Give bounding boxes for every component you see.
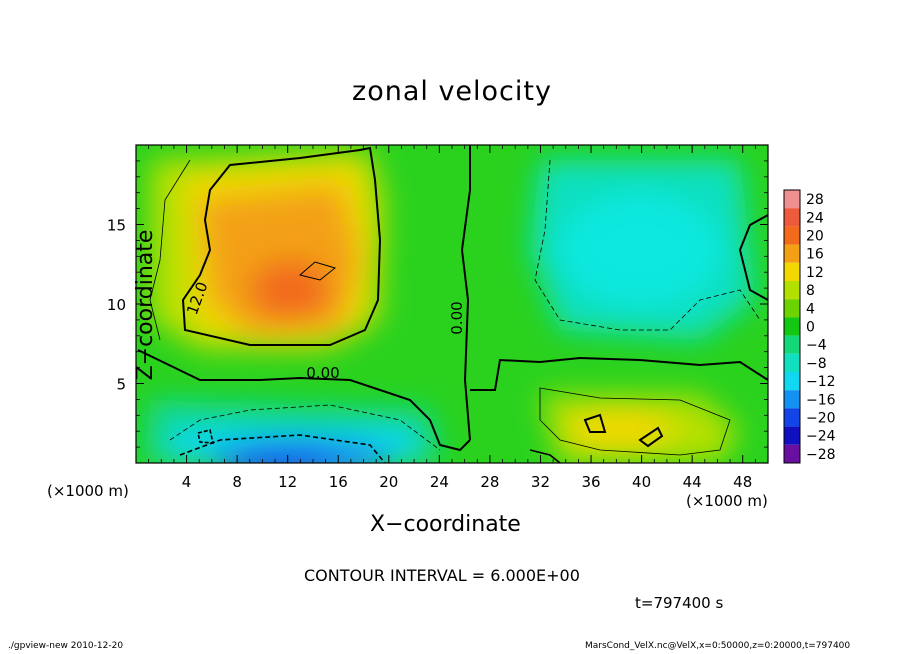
time-text: t=797400 s <box>635 594 724 612</box>
colorbar: 28 24 20 16 12 8 4 0 −4 −8 −12 −16 −20 −24 −28 <box>783 189 836 464</box>
footer-right: MarsCond_VelX.nc@VelX,x=0:50000,z=0:2000… <box>585 641 851 651</box>
y-axis-ticks: 5 10 15 <box>107 160 768 448</box>
y-tick-label: 5 <box>116 376 126 394</box>
x-tick-label: 40 <box>632 473 651 491</box>
colorbar-swatch <box>784 317 800 336</box>
x-tick-label: 16 <box>329 473 348 491</box>
y-axis-label: Z−coordinate <box>132 229 158 381</box>
x-tick-label: 44 <box>683 473 702 491</box>
colorbar-label: 0 <box>806 320 815 336</box>
colorbar-label: −28 <box>806 447 836 463</box>
x-tick-label: 4 <box>182 473 192 491</box>
colorbar-swatch <box>784 353 800 372</box>
colorbar-swatch <box>784 262 800 281</box>
colorbar-swatch <box>784 444 800 463</box>
colorbar-swatch <box>784 208 800 227</box>
x-axis-label: X−coordinate <box>370 512 521 537</box>
x-tick-label: 32 <box>531 473 550 491</box>
colorbar-swatch <box>784 190 800 209</box>
x-axis-ticks: 4 8 12 16 20 24 28 32 36 40 44 48 <box>148 145 756 491</box>
colorbar-label: 8 <box>806 283 815 299</box>
colorbar-label: −8 <box>806 356 827 372</box>
colorbar-frame <box>783 189 801 464</box>
colorbar-label: −16 <box>806 392 836 408</box>
colorbar-label: −4 <box>806 338 827 354</box>
x-tick-label: 12 <box>278 473 297 491</box>
x-unit-left: (×1000 m) <box>47 482 129 500</box>
colorbar-label: 20 <box>806 229 824 245</box>
contour-interval-text: CONTOUR INTERVAL = 6.000E+00 <box>304 566 580 585</box>
y-tick-label: 15 <box>107 217 126 235</box>
x-tick-label: 36 <box>581 473 600 491</box>
x-tick-label: 24 <box>430 473 449 491</box>
colorbar-label: 24 <box>806 210 824 226</box>
colorbar-swatch <box>784 390 800 409</box>
colorbar-swatch <box>784 335 800 354</box>
x-tick-label: 48 <box>733 473 752 491</box>
contour-label: 0.00 <box>448 301 466 334</box>
colorbar-swatch <box>784 244 800 263</box>
y-tick-label: 10 <box>107 296 126 314</box>
colorbar-swatch <box>784 372 800 391</box>
x-tick-label: 20 <box>379 473 398 491</box>
colorbar-swatch <box>784 299 800 318</box>
x-tick-label: 8 <box>232 473 242 491</box>
colorbar-swatch <box>784 408 800 427</box>
heatmap-field <box>136 145 768 463</box>
colorbar-label: 12 <box>806 265 824 281</box>
x-tick-label: 28 <box>480 473 499 491</box>
colorbar-swatch <box>784 281 800 300</box>
colorbar-label: −12 <box>806 374 836 390</box>
footer-left: ./gpview-new 2010-12-20 <box>8 641 124 651</box>
colorbar-swatch <box>784 226 800 245</box>
colorbar-label: −20 <box>806 411 836 427</box>
colorbar-swatch <box>784 426 800 445</box>
x-unit-right: (×1000 m) <box>686 492 768 510</box>
colorbar-label: 16 <box>806 247 824 263</box>
colorbar-label: 28 <box>806 192 824 208</box>
colorbar-label: 4 <box>806 301 815 317</box>
chart-title: zonal velocity <box>352 76 552 107</box>
contour-label: 0.00 <box>306 364 339 382</box>
colorbar-label: −24 <box>806 429 836 445</box>
